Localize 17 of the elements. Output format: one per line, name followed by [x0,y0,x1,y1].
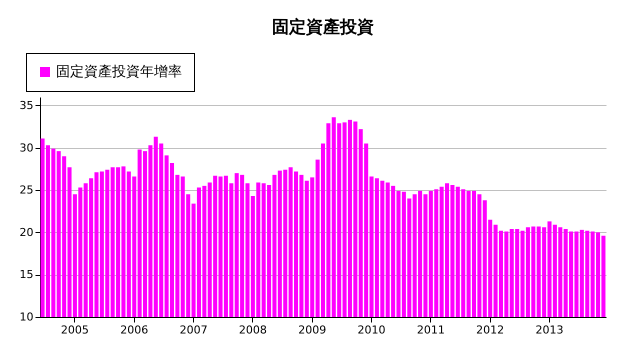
x-tick-label: 2012 [476,324,504,336]
y-tick-label: 25 [20,184,34,197]
y-tick-label: 15 [20,268,34,282]
x-tick-label: 2005 [60,324,89,336]
y-tick-label: 35 [20,98,34,112]
x-tick-label: 2007 [180,324,208,336]
x-tick-label: 2010 [358,324,386,336]
x-tick-label: 2006 [120,324,148,336]
x-tick-label: 2008 [238,324,267,336]
y-tick-label: 30 [20,141,34,154]
chart-title: 固定資產投資 [272,18,374,38]
y-tick-label: 10 [20,310,34,324]
x-tick-label: 2013 [536,324,564,336]
x-tick-label: 2009 [298,324,326,336]
legend-label: 固定資產投資年增率 [56,64,182,80]
x-tick-label: 2011 [416,324,445,336]
y-tick-label: 20 [20,226,34,239]
